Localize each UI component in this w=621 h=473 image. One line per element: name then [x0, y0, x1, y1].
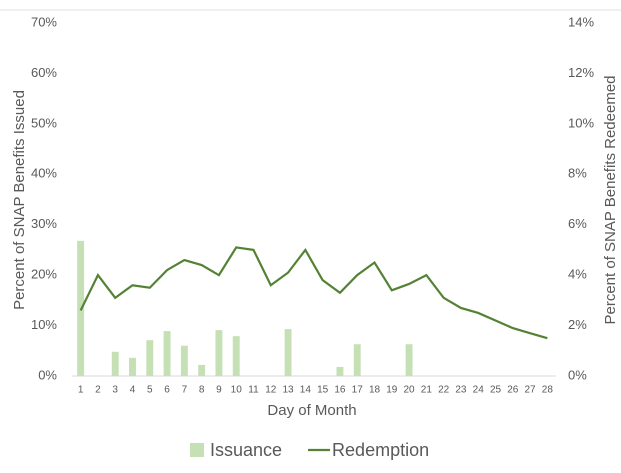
y2-tick-label: 6%	[568, 216, 587, 231]
x-tick-label: 5	[147, 385, 153, 396]
x-tick-label: 2	[95, 385, 101, 396]
x-tick-label: 14	[300, 385, 312, 396]
x-tick-label: 7	[182, 385, 188, 396]
legend-label: Redemption	[332, 440, 429, 460]
bar	[232, 336, 240, 376]
x-tick-label: 3	[112, 385, 118, 396]
bar	[180, 345, 188, 376]
bar	[215, 330, 223, 376]
bar	[111, 351, 119, 376]
x-tick-label: 15	[317, 385, 329, 396]
y-tick-label: 70%	[31, 14, 57, 29]
bar	[129, 357, 136, 376]
y-tick-label: 30%	[31, 216, 57, 231]
x-tick-label: 6	[164, 385, 170, 396]
y-tick-label: 20%	[31, 267, 57, 282]
legend-label: Issuance	[210, 440, 282, 460]
bar	[336, 366, 344, 376]
legend-swatch	[190, 443, 204, 457]
x-tick-label: 16	[334, 385, 346, 396]
x-tick-label: 21	[421, 385, 433, 396]
x-tick-label: 1	[78, 385, 84, 396]
y-tick-label: 60%	[31, 65, 57, 80]
x-tick-label: 17	[352, 385, 364, 396]
line	[79, 246, 548, 340]
y2-tick-label: 12%	[568, 65, 594, 80]
bar	[353, 344, 361, 376]
x-tick-label: 19	[386, 385, 398, 396]
x-tick-label: 24	[473, 385, 485, 396]
bar	[146, 340, 154, 376]
x-tick-label: 25	[490, 385, 502, 396]
x-tick-label: 27	[525, 385, 537, 396]
bar	[198, 364, 206, 376]
x-axis-title: Day of Month	[267, 402, 356, 419]
y-tick-label: 40%	[31, 166, 57, 181]
y2-tick-label: 2%	[568, 317, 587, 332]
y-tick-label: 50%	[31, 115, 57, 130]
y-axis-title: Percent of SNAP Benefits Issued	[11, 90, 28, 310]
x-tick-label: 8	[199, 385, 205, 396]
y-tick-label: 0%	[38, 367, 57, 382]
x-tick-label: 13	[283, 385, 295, 396]
bar	[405, 344, 413, 376]
x-tick-label: 22	[438, 385, 450, 396]
bar	[284, 329, 292, 376]
bar	[163, 331, 171, 376]
y2-tick-label: 4%	[568, 267, 587, 282]
x-tick-label: 11	[248, 385, 259, 396]
x-tick-label: 10	[231, 385, 243, 396]
x-tick-label: 20	[404, 385, 416, 396]
x-tick-label: 26	[507, 385, 519, 396]
x-tick-label: 23	[455, 385, 467, 396]
x-tick-label: 12	[265, 385, 277, 396]
x-tick-label: 28	[542, 385, 554, 396]
y2-axis-title: Percent of SNAP Benefits Redeemed	[602, 75, 619, 324]
y2-tick-label: 14%	[568, 14, 594, 29]
y2-tick-label: 10%	[568, 115, 594, 130]
y-tick-label: 10%	[31, 317, 57, 332]
y2-tick-label: 0%	[568, 367, 587, 382]
y2-tick-label: 8%	[568, 166, 587, 181]
x-tick-label: 9	[216, 385, 222, 396]
x-tick-label: 18	[369, 385, 381, 396]
x-tick-label: 4	[130, 385, 136, 396]
